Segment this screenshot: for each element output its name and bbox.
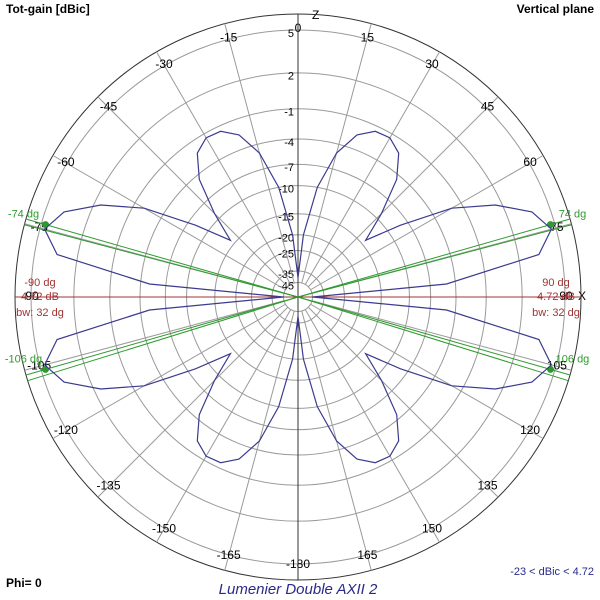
marker-line [27,296,299,382]
angle-tick-label: 15 [361,30,375,44]
r-tick-label: -1 [284,107,294,119]
cursor-bw: bw: 32 dg [16,307,64,319]
angle-tick-label: -120 [54,423,78,437]
grid-spoke [307,306,499,498]
angle-tick-label: 120 [520,423,540,437]
cursor-bw: bw: 32 dg [532,307,580,319]
marker-label: -74 dg [8,209,39,221]
grid-spoke [97,96,289,288]
grid-spoke [156,309,292,543]
pattern-line [43,130,553,464]
angle-tick-label: -135 [96,479,120,493]
plane-label: Vertical plane [517,2,595,16]
grid-spoke [307,96,499,288]
r-tick-label: -15 [278,212,294,224]
marker-line [25,218,299,298]
axis-letter: Z [312,8,319,22]
angle-tick-label: 135 [477,479,497,493]
r-tick-label: 5 [288,28,294,40]
range-label: -23 < dBic < 4.72 [510,566,594,578]
marker-label: 74 dg [559,209,587,221]
grid-spoke [304,309,440,543]
marker-line [297,218,571,298]
angle-tick-label: 150 [422,521,442,535]
r-tick-label: -25 [278,248,294,260]
angle-tick-label: -30 [155,57,173,71]
grid-spoke [156,51,292,285]
grid-spoke [24,300,285,371]
axis-letter: X [578,289,586,303]
r-tick-label: -35 [278,269,294,281]
grid-spoke [304,51,440,285]
marker-line [24,224,299,298]
marker-line [297,296,569,382]
marker-dot [42,365,50,373]
angle-tick-label: 90 [559,289,573,303]
cursor-angle: -90 dg [24,277,55,289]
angle-tick-label: -150 [152,521,176,535]
grid-spoke [310,303,544,439]
angle-tick-label: -60 [57,155,75,169]
marker-line [25,296,299,376]
r-tick-label: -7 [284,162,294,174]
marker-label: 106 dg [556,353,590,365]
gain-label: Tot-gain [dBic] [6,2,90,16]
grid-spoke [310,155,544,291]
marker-dot [546,365,554,373]
angle-tick-label: -90 [21,289,39,303]
marker-line [297,296,571,376]
r-tick-label: 2 [288,71,294,83]
angle-tick-label: 60 [523,155,537,169]
angle-tick-label: 45 [481,100,495,114]
chart-title: Lumenier Double AXII 2 [219,581,378,598]
angle-tick-label: 30 [425,57,439,71]
angle-tick-label: -45 [100,100,118,114]
cursor-gain: 4.72 dB [21,291,59,303]
r-tick-label: -20 [278,233,294,245]
marker-line [297,224,572,298]
marker-dot [546,221,554,229]
grid-spoke [52,303,286,439]
phi-label: Phi= 0 [6,576,42,590]
grid-spoke [311,300,572,371]
marker-label: -106 dg [5,353,42,365]
r-tick-label: -10 [278,184,294,196]
angle-tick-label: 165 [357,548,377,562]
marker-dot [42,221,50,229]
cursor-angle: 90 dg [542,277,570,289]
angle-tick-label: -165 [217,548,241,562]
angle-tick-label: -15 [220,30,238,44]
grid-spoke [52,155,286,291]
r-tick-label: -4 [284,137,294,149]
cursor-gain: 4.72 dB [537,291,575,303]
grid-spoke [97,306,289,498]
